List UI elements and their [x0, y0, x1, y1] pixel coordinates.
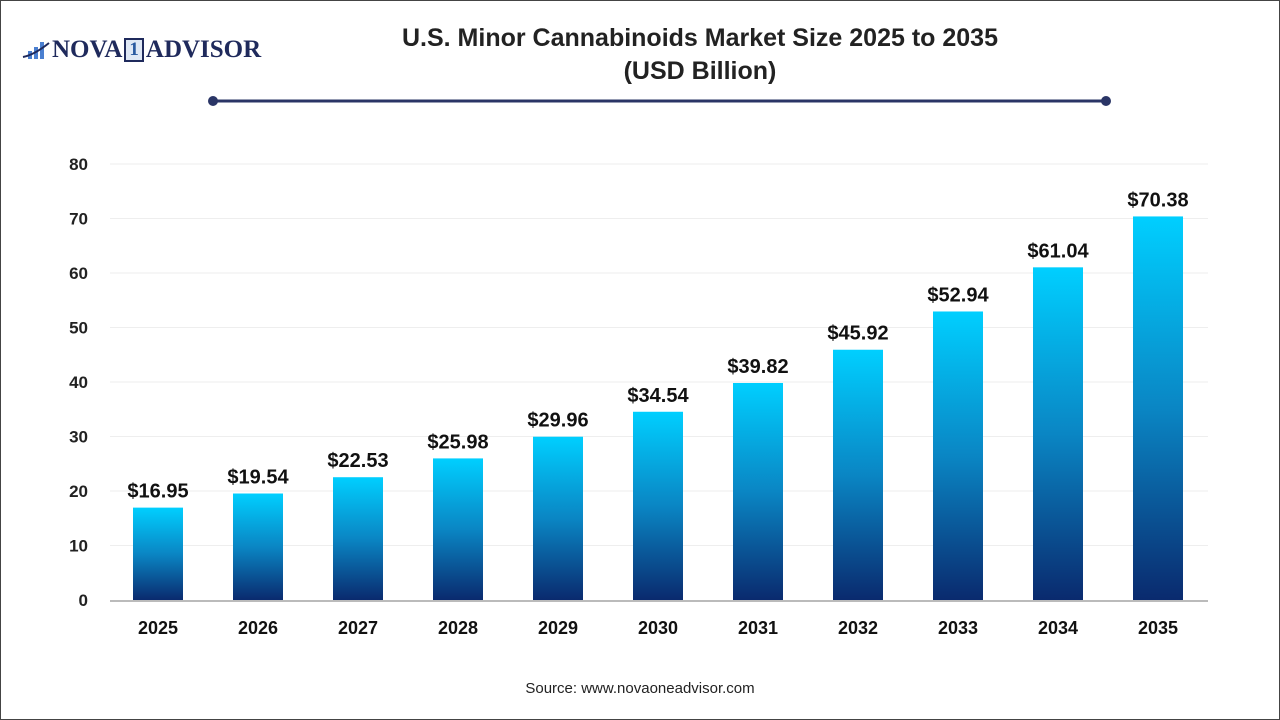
logo-text: NOVA: [52, 36, 123, 63]
y-tick-label: 50: [69, 319, 88, 338]
y-tick-label: 70: [69, 210, 88, 229]
data-label: $29.96: [527, 410, 588, 432]
data-label: $16.95: [127, 481, 188, 503]
divider-dot: [208, 96, 218, 106]
data-label: $22.53: [327, 450, 388, 472]
bar: [433, 458, 483, 600]
x-tick-label: 2030: [638, 618, 678, 638]
y-tick-label: 0: [79, 591, 88, 610]
y-tick-label: 20: [69, 482, 88, 501]
source-text: Source: www.novaoneadvisor.com: [525, 680, 755, 697]
x-tick-label: 2033: [938, 618, 978, 638]
data-label: $45.92: [827, 323, 888, 345]
y-tick-label: 80: [69, 155, 88, 174]
bar: [1133, 216, 1183, 600]
bar: [233, 493, 283, 600]
x-tick-label: 2029: [538, 618, 578, 638]
x-tick-label: 2025: [138, 618, 178, 638]
subtitle-line: (USD Billion): [623, 57, 777, 85]
x-tick-label: 2026: [238, 618, 278, 638]
data-label: $70.38: [1127, 189, 1188, 211]
bar: [833, 349, 883, 600]
logo: NOVA 1 ADVISOR: [22, 36, 261, 64]
bar: [1033, 267, 1083, 600]
x-tick-label: 2032: [838, 618, 878, 638]
bar: [133, 507, 183, 600]
x-tick-label: 2028: [438, 618, 478, 638]
x-tick-label: 2034: [1038, 618, 1078, 638]
logo-box: 1: [124, 38, 144, 62]
data-label: $39.82: [727, 356, 788, 378]
logo-text: ADVISOR: [145, 36, 262, 63]
title-line: U.S. Minor Cannabinoids Market Size 2025…: [401, 24, 998, 52]
bar-chart-logo-icon: [22, 42, 50, 59]
bar: [733, 382, 783, 600]
bar: [633, 411, 683, 600]
data-label: $19.54: [227, 467, 289, 489]
chart-title: U.S. Minor Cannabinoids Market Size 2025…: [300, 22, 1100, 88]
y-tick-label: 30: [69, 428, 88, 447]
y-tick-label: 10: [69, 537, 88, 556]
bar: [333, 477, 383, 600]
data-label: $61.04: [1027, 240, 1089, 262]
bar: [533, 436, 583, 600]
data-label: $34.54: [627, 385, 689, 407]
data-label: $25.98: [427, 431, 488, 453]
y-tick-label: 40: [69, 373, 88, 392]
divider-dot: [1101, 96, 1111, 106]
x-tick-label: 2027: [338, 618, 378, 638]
x-tick-label: 2035: [1138, 618, 1178, 638]
x-tick-label: 2031: [738, 618, 778, 638]
bar: [933, 311, 983, 600]
y-tick-label: 60: [69, 264, 88, 283]
data-label: $52.94: [927, 284, 989, 306]
